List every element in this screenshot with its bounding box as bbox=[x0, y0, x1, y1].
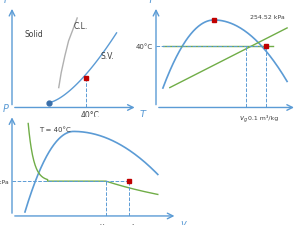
Text: P: P bbox=[3, 103, 9, 113]
Text: 40°C: 40°C bbox=[81, 111, 100, 120]
Text: T = 40°C: T = 40°C bbox=[40, 127, 71, 133]
Text: S.V.: S.V. bbox=[100, 52, 114, 61]
Text: 40°C: 40°C bbox=[136, 44, 153, 50]
Text: 0.1 m³/kg: 0.1 m³/kg bbox=[248, 115, 279, 121]
Text: 254.52 kPa: 254.52 kPa bbox=[0, 179, 9, 184]
Text: 0.1 m³/kg: 0.1 m³/kg bbox=[114, 223, 144, 225]
Text: $v_g$: $v_g$ bbox=[239, 114, 248, 124]
Text: P: P bbox=[4, 0, 10, 5]
Text: 254.52 kPa: 254.52 kPa bbox=[250, 15, 284, 20]
Text: Solid: Solid bbox=[24, 30, 43, 39]
Text: C.L.: C.L. bbox=[74, 22, 88, 31]
Text: T: T bbox=[140, 110, 146, 120]
Text: T: T bbox=[147, 0, 153, 5]
Text: v: v bbox=[299, 110, 300, 120]
Text: $v_g$: $v_g$ bbox=[100, 222, 109, 225]
Text: v: v bbox=[181, 218, 186, 225]
